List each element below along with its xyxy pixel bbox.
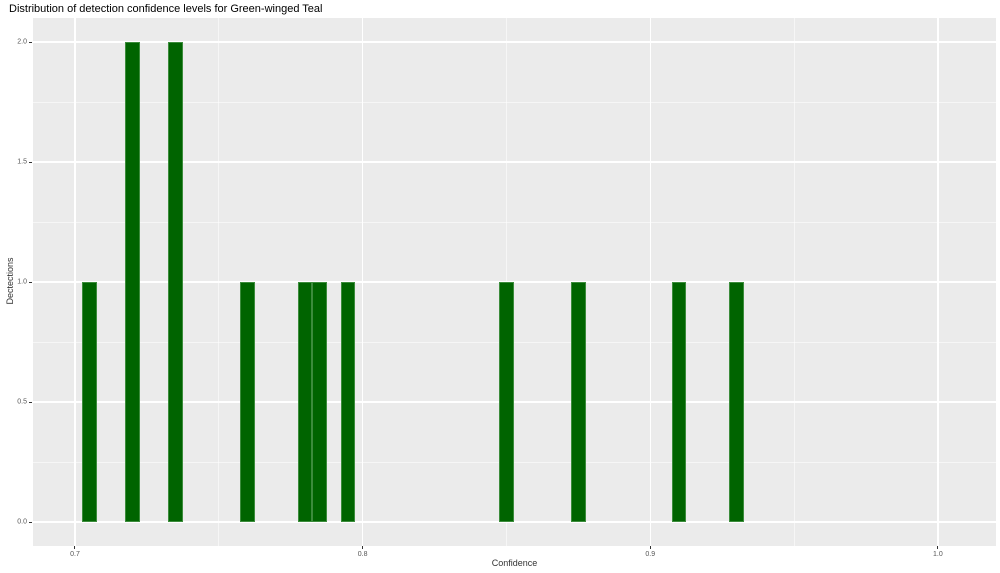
grid-major-y: [33, 281, 996, 283]
y-tick-label: 1.0: [17, 278, 27, 286]
y-tick-mark: [29, 41, 32, 43]
y-tick-mark: [29, 401, 32, 403]
grid-major-y: [33, 521, 996, 523]
histogram-bar: [729, 282, 744, 522]
grid-minor-y: [33, 461, 996, 463]
histogram-bar: [671, 282, 687, 522]
x-tick-mark: [937, 546, 939, 549]
grid-minor-y: [33, 101, 996, 103]
y-tick-mark: [29, 281, 32, 283]
y-tick-label: 2.0: [17, 38, 27, 46]
y-tick-mark: [29, 521, 32, 523]
histogram-bar: [168, 42, 183, 522]
histogram-bar: [82, 282, 97, 522]
histogram-bar: [240, 282, 255, 522]
histogram-bar: [125, 42, 140, 522]
plot-panel: [33, 18, 996, 546]
chart-title: Distribution of detection confidence lev…: [9, 3, 323, 15]
histogram-bar: [312, 282, 327, 522]
histogram-bar: [571, 282, 586, 522]
x-tick-label: 0.7: [70, 551, 80, 558]
y-tick-mark: [29, 161, 32, 163]
y-tick-label: 0.5: [17, 398, 27, 406]
x-tick-label: 0.8: [357, 551, 368, 558]
grid-major-y: [33, 401, 996, 403]
y-tick-label: 0.0: [17, 518, 27, 526]
x-tick-mark: [74, 546, 76, 549]
x-tick-label: 1.0: [933, 551, 943, 558]
x-axis-title: Confidence: [491, 558, 538, 568]
grid-minor-y: [33, 221, 996, 223]
x-tick-mark: [649, 546, 651, 549]
y-tick-label: 1.5: [17, 158, 27, 166]
grid-major-y: [33, 161, 996, 163]
histogram-bar: [297, 282, 313, 522]
x-tick-mark: [362, 546, 364, 549]
grid-minor-y: [33, 341, 996, 343]
histogram-bar: [341, 282, 356, 522]
grid-major-y: [33, 41, 996, 43]
histogram-bar: [499, 282, 514, 522]
x-tick-label: 0.9: [645, 551, 656, 558]
